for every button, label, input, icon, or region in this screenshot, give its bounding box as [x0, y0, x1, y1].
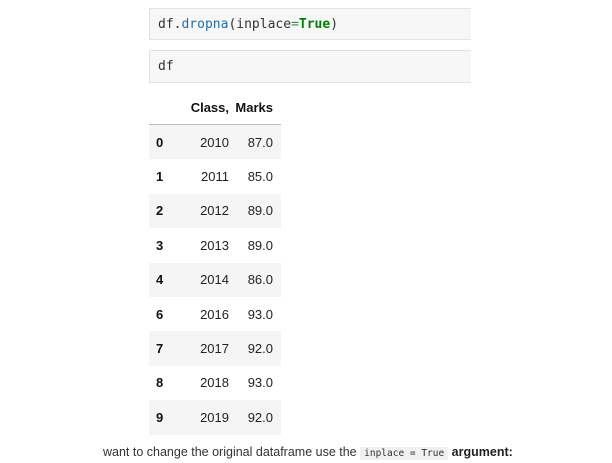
code-token: . [173, 16, 182, 32]
row-index: 1 [156, 169, 164, 185]
code-token: inplace [236, 16, 292, 32]
dataframe-table: Class, Marks 0 2010 87.0 1 2011 85.0 2 2012 89.0… [149, 91, 281, 435]
caption-text: want to change the original dataframe us… [103, 445, 603, 460]
class-cell: 2017 [200, 341, 229, 357]
row-index: 6 [156, 306, 164, 322]
row-index: 2 [156, 203, 164, 219]
marks-cell: 89.0 [247, 203, 273, 219]
class-cell: 2010 [200, 134, 229, 150]
class-cell: 2016 [200, 306, 229, 322]
row-index: 4 [156, 272, 164, 288]
table-row: 1 2011 85.0 [149, 159, 281, 194]
class-cell: 2013 [200, 237, 229, 253]
table-header-row: Class, Marks [149, 91, 281, 125]
marks-cell: 87.0 [247, 134, 273, 150]
table-row: 4 2014 86.0 [149, 262, 281, 297]
table-row: 9 2019 92.0 [149, 400, 281, 435]
class-cell: 2019 [200, 409, 229, 425]
marks-cell: 89.0 [247, 237, 273, 253]
row-index: 7 [156, 341, 164, 357]
index-header [149, 91, 179, 125]
marks-cell: 93.0 [247, 375, 273, 391]
inline-code: inplace = True [360, 447, 449, 460]
caption-suffix: argument: [448, 445, 513, 459]
code-cell-dropna[interactable]: df. dropna(inplace = True) [149, 8, 471, 40]
table-row: 2 2012 89.0 [149, 193, 281, 229]
table-row: 6 2016 93.0 [149, 296, 281, 332]
code-cell-df[interactable]: df [149, 50, 471, 83]
class-cell: 2011 [201, 169, 229, 185]
code-token: df [158, 59, 174, 74]
class-cell: 2014 [200, 272, 229, 288]
marks-cell: 93.0 [247, 306, 273, 322]
row-index: 8 [156, 375, 164, 391]
row-index: 3 [156, 237, 164, 253]
code-token: df [158, 16, 174, 32]
table-row: 8 2018 93.0 [149, 365, 281, 401]
marks-cell: 92.0 [247, 341, 273, 357]
table-row: 0 2010 87.0 [149, 124, 281, 160]
caption-prefix: want to change the original dataframe us… [103, 445, 361, 459]
class-column-header: Class, [179, 91, 229, 125]
marks-column-header: Marks [229, 91, 281, 125]
code-token: ( [228, 16, 237, 32]
code-token: True [298, 16, 331, 32]
class-cell: 2018 [200, 375, 229, 391]
table-row: 7 2017 92.0 [149, 331, 281, 366]
row-index: 0 [156, 134, 164, 150]
code-token: = [291, 16, 299, 32]
table-body: 0 2010 87.0 1 2011 85.0 2 2012 89.0 3 2013 89.0 4 201… [149, 124, 281, 435]
code-token: ) [330, 16, 339, 32]
table-row: 3 2013 89.0 [149, 228, 281, 263]
row-index: 9 [156, 409, 164, 425]
marks-cell: 92.0 [247, 409, 273, 425]
marks-cell: 86.0 [247, 272, 273, 288]
code-token: dropna [181, 16, 229, 32]
class-cell: 2012 [200, 203, 229, 219]
marks-cell: 85.0 [247, 169, 273, 185]
